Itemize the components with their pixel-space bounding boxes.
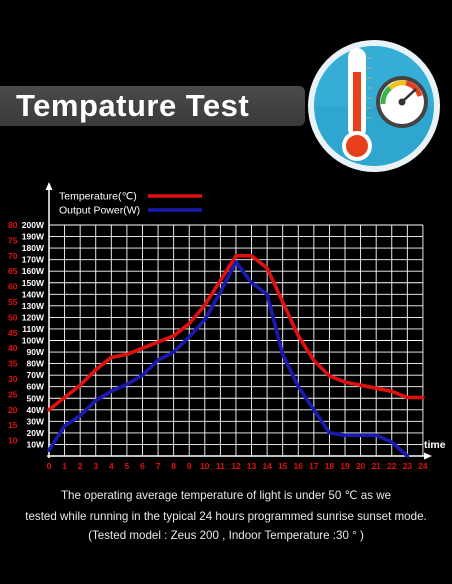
x-tick-label: 12 (231, 461, 241, 471)
y-left-tick-label: 30 (8, 374, 18, 384)
y-left-tick-label: 45 (8, 328, 18, 338)
y-right-tick-label: 140W (22, 289, 45, 299)
x-tick-label: 18 (325, 461, 335, 471)
x-tick-label: 22 (387, 461, 397, 471)
y-left-tick-label: 55 (8, 297, 18, 307)
y-left-tick-label: 10 (8, 436, 18, 446)
y-right-axis: 10W20W30W40W50W60W70W80W90W100W110W120W1… (22, 220, 45, 449)
y-right-tick-label: 110W (22, 324, 45, 334)
y-right-tick-label: 90W (27, 347, 45, 357)
y-right-tick-label: 30W (27, 416, 45, 426)
x-tick-label: 2 (78, 461, 83, 471)
y-right-tick-label: 70W (27, 370, 45, 380)
x-tick-label: 10 (200, 461, 210, 471)
y-right-tick-label: 120W (22, 312, 45, 322)
x-tick-label: 8 (171, 461, 176, 471)
y-right-tick-label: 130W (22, 301, 45, 311)
y-right-tick-label: 80W (27, 359, 45, 369)
thermometer-gauge-icon (308, 40, 440, 172)
y-left-tick-label: 40 (8, 343, 18, 353)
x-tick-label: 13 (247, 461, 257, 471)
y-axis-arrow (45, 182, 53, 190)
x-tick-label: 17 (309, 461, 319, 471)
y-right-tick-label: 180W (22, 243, 45, 253)
caption-line-1: The operating average temperature of lig… (60, 489, 392, 502)
x-tick-label: 1 (62, 461, 67, 471)
x-axis-arrow (424, 452, 432, 460)
x-tick-label: 16 (294, 461, 304, 471)
x-tick-label: 0 (47, 461, 52, 471)
y-left-tick-label: 80 (8, 220, 18, 230)
x-tick-label: 24 (418, 461, 428, 471)
temperature-series-line (47, 254, 425, 412)
y-left-axis: 10 15 20 25 30 35 40 45 50 55 60 65 70 75 80 (8, 220, 18, 446)
legend-label: Output Power(W) (59, 205, 140, 217)
x-tick-label: 15 (278, 461, 288, 471)
chart-grid (45, 182, 432, 460)
power-series-line (47, 260, 410, 458)
y-right-tick-label: 100W (22, 336, 45, 346)
x-tick-label: 23 (403, 461, 413, 471)
x-axis-label: time (424, 439, 446, 451)
y-left-tick-label: 50 (8, 312, 18, 322)
x-tick-label: 14 (262, 461, 272, 471)
y-left-tick-label: 60 (8, 282, 18, 292)
y-left-tick-label: 75 (8, 235, 18, 245)
y-right-tick-label: 60W (27, 382, 45, 392)
x-tick-label: 3 (93, 461, 98, 471)
y-right-tick-label: 50W (27, 393, 45, 403)
page-title: Tempature Test (16, 88, 250, 123)
y-right-tick-label: 160W (22, 266, 45, 276)
legend-label: Temperature(℃) (59, 191, 137, 203)
y-left-tick-label: 20 (8, 405, 18, 415)
x-tick-label: 20 (356, 461, 366, 471)
y-right-tick-label: 170W (22, 255, 45, 265)
y-right-tick-label: 20W (27, 428, 45, 438)
y-right-tick-label: 10W (27, 439, 45, 449)
series-lines (47, 254, 425, 458)
caption-line-3: (Tested model : Zeus 200 , Indoor Temper… (88, 529, 364, 542)
y-left-tick-label: 25 (8, 389, 18, 399)
y-right-tick-label: 200W (22, 220, 45, 230)
x-tick-label: 9 (187, 461, 192, 471)
y-left-tick-label: 15 (8, 420, 18, 430)
y-right-tick-label: 40W (27, 405, 45, 415)
y-left-tick-label: 65 (8, 266, 18, 276)
title-banner: Tempature Test (0, 86, 305, 126)
x-axis: 0 1 2 3 4 5 6 7 8 9 10 11 12 13 14 15 16 17 18 19 20 21 22 23 24… (47, 439, 446, 471)
x-tick-label: 11 (216, 461, 225, 471)
y-right-tick-label: 150W (22, 278, 45, 288)
y-left-tick-label: 70 (8, 251, 18, 261)
legend: Temperature(℃) Output Power(W) (59, 191, 202, 217)
caption-line-2: tested while running in the typical 24 h… (25, 510, 427, 523)
x-tick-label: 6 (140, 461, 145, 471)
y-left-tick-label: 35 (8, 359, 18, 369)
x-tick-label: 5 (125, 461, 130, 471)
y-right-tick-label: 190W (22, 232, 45, 242)
x-tick-label: 21 (371, 461, 381, 471)
x-tick-label: 7 (156, 461, 161, 471)
x-tick-label: 19 (340, 461, 350, 471)
x-tick-label: 4 (109, 461, 114, 471)
